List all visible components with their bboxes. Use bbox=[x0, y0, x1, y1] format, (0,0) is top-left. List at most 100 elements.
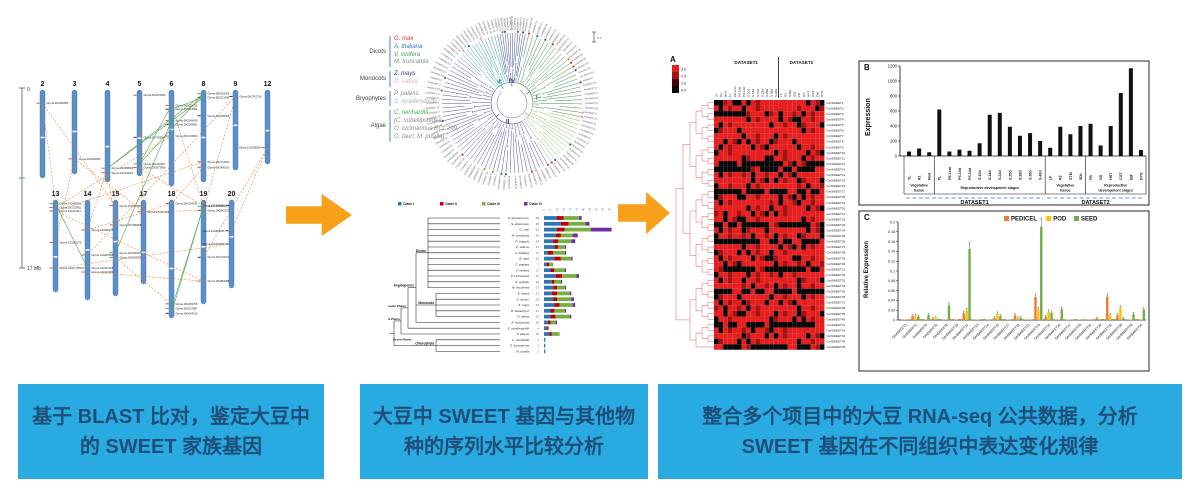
svg-text:GmSWEET19: GmSWEET19 bbox=[826, 201, 845, 205]
svg-text:POD: POD bbox=[1053, 217, 1067, 223]
svg-text:G. max: G. max bbox=[519, 228, 529, 232]
svg-text:Glyma.14G296139: Glyma.14G296139 bbox=[92, 228, 114, 232]
svg-text:GmSWEET11: GmSWEET11 bbox=[826, 156, 845, 160]
svg-text:SmSWEET21: SmSWEET21 bbox=[498, 174, 502, 189]
svg-text:Glyma.08G774150: Glyma.08G774150 bbox=[208, 160, 230, 164]
svg-text:0: 0 bbox=[542, 208, 546, 212]
svg-text:S. tuberosum: S. tuberosum bbox=[511, 222, 529, 226]
row-dendrogram bbox=[675, 102, 714, 348]
svg-text:P. trichocarpa: P. trichocarpa bbox=[511, 274, 529, 278]
svg-text:SmSWEET24: SmSWEET24 bbox=[559, 158, 570, 171]
svg-text:R1: R1 bbox=[918, 175, 922, 180]
svg-text:FB: FB bbox=[1089, 175, 1093, 180]
svg-text:HRT: HRT bbox=[806, 91, 810, 97]
svg-text:GmSWEET16: GmSWEET16 bbox=[536, 171, 543, 186]
svg-text:Nod: Nod bbox=[724, 91, 728, 97]
chromosome-map-panel: 0 17 Mb 2 3 4 5 6 8 9 12 13 14 15 17 18 19 20 Glyma.02G50… bbox=[19, 81, 271, 319]
svg-text:Monocots: Monocots bbox=[418, 301, 434, 305]
svg-text:6: 6 bbox=[170, 81, 174, 88]
svg-text:PS.14d: PS.14d bbox=[742, 87, 746, 97]
svg-text:0.1: 0.1 bbox=[597, 36, 602, 40]
svg-text:40: 40 bbox=[594, 206, 599, 211]
chromosome-19 bbox=[200, 199, 207, 305]
svg-text:AtSWEET8: AtSWEET8 bbox=[544, 167, 552, 179]
svg-text:GmSWEET2: GmSWEET2 bbox=[826, 106, 843, 110]
svg-text:S.21d: S.21d bbox=[756, 89, 760, 97]
svg-text:S.28d: S.28d bbox=[1018, 170, 1022, 180]
svg-text:0.18: 0.18 bbox=[888, 230, 895, 234]
svg-text:Glyma.08G121698: Glyma.08G121698 bbox=[208, 95, 230, 99]
svg-text:Relative Expression: Relative Expression bbox=[864, 241, 870, 298]
svg-text:SmSWEET5: SmSWEET5 bbox=[540, 170, 547, 183]
svg-text:0.12: 0.12 bbox=[888, 260, 895, 264]
svg-text:PpSWEET10: PpSWEET10 bbox=[565, 151, 577, 162]
svg-text:DYS: DYS bbox=[820, 91, 824, 97]
svg-text:0.16: 0.16 bbox=[888, 240, 895, 244]
svg-text:Vascular Plants: Vascular Plants bbox=[388, 304, 406, 308]
svg-text:GmSWEET23: GmSWEET23 bbox=[826, 223, 845, 227]
svg-text:Clade IV: Clade IV bbox=[529, 202, 543, 206]
heatmap-grid bbox=[714, 100, 825, 350]
svg-text:PS.10d: PS.10d bbox=[958, 168, 962, 180]
svg-text:1200: 1200 bbox=[888, 64, 898, 69]
svg-text:GmSWEET40: GmSWEET40 bbox=[826, 317, 845, 321]
svg-text:Glyma.06G313564: Glyma.06G313564 bbox=[176, 107, 198, 111]
svg-text:24: 24 bbox=[536, 303, 540, 307]
svg-text:MtSWEET22: MtSWEET22 bbox=[433, 132, 447, 141]
svg-text:5: 5 bbox=[548, 208, 552, 212]
svg-text:Glyma.04G588496: Glyma.04G588496 bbox=[112, 166, 134, 170]
svg-text:PpSWEET16: PpSWEET16 bbox=[582, 121, 596, 127]
svg-text:M. truncatula: M. truncatula bbox=[512, 234, 530, 238]
svg-text:Green Plants: Green Plants bbox=[393, 337, 412, 341]
svg-text:GmSWEET36: GmSWEET36 bbox=[826, 295, 845, 299]
svg-text:Glyma.15G506397: Glyma.15G506397 bbox=[120, 251, 142, 255]
svg-text:R2: R2 bbox=[1059, 175, 1063, 180]
svg-text:tissue: tissue bbox=[914, 189, 924, 193]
svg-text:VvSWEET30: VvSWEET30 bbox=[431, 129, 445, 136]
svg-text:Z. mays: Z. mays bbox=[517, 303, 529, 307]
svg-text:PpSWEET27: PpSWEET27 bbox=[584, 87, 598, 91]
svg-text:Glyma.13G577383: Glyma.13G577383 bbox=[60, 266, 82, 270]
svg-text:PpSWEET30: PpSWEET30 bbox=[470, 27, 479, 40]
svg-text:0: 0 bbox=[27, 87, 30, 93]
svg-text:S.35d: S.35d bbox=[1028, 170, 1032, 180]
svg-text:Angiosperms: Angiosperms bbox=[394, 284, 415, 288]
svg-text:tissue: tissue bbox=[1060, 189, 1070, 193]
svg-text:OsSWEET26: OsSWEET26 bbox=[425, 107, 439, 110]
svg-text:Glyma.12G355569: Glyma.12G355569 bbox=[239, 146, 261, 150]
svg-text:Glyma.18G644615: Glyma.18G644615 bbox=[176, 311, 198, 315]
svg-text:GmSWEET34: GmSWEET34 bbox=[826, 284, 845, 288]
svg-text:Glyma.03G649289: Glyma.03G649289 bbox=[79, 157, 101, 161]
svg-text:CrSWEET19: CrSWEET19 bbox=[509, 17, 512, 31]
svg-text:OsSWEET10: OsSWEET10 bbox=[527, 174, 532, 188]
svg-text:PpSWEET20: PpSWEET20 bbox=[576, 62, 590, 70]
svg-text:ZmSWEET6: ZmSWEET6 bbox=[509, 175, 511, 189]
svg-text:Glyma.08G490191: Glyma.08G490191 bbox=[208, 165, 230, 169]
svg-text:PS.10d: PS.10d bbox=[737, 87, 741, 97]
svg-text:Dicots: Dicots bbox=[416, 249, 426, 253]
svg-text:GmSWEET25: GmSWEET25 bbox=[826, 234, 845, 238]
svg-text:Glyma.02G500583: Glyma.02G500583 bbox=[47, 101, 69, 105]
svg-text:PpSWEET25: PpSWEET25 bbox=[585, 107, 599, 110]
svg-text:IV: IV bbox=[509, 78, 516, 85]
svg-text:Glyma.13G129951: Glyma.13G129951 bbox=[60, 205, 82, 209]
svg-text:SmSWEET20: SmSWEET20 bbox=[562, 155, 574, 167]
step2-caption: 大豆中 SWEET 基因与其他物种的序列水平比较分析 bbox=[360, 384, 648, 479]
svg-text:VvSWEET16: VvSWEET16 bbox=[452, 155, 463, 167]
svg-text:A: A bbox=[670, 55, 676, 64]
svg-text:VvSWEET22: VvSWEET22 bbox=[473, 25, 481, 39]
svg-text:STM: STM bbox=[788, 90, 792, 97]
svg-text:Glyma.05G573859: Glyma.05G573859 bbox=[144, 165, 166, 169]
svg-text:SDL: SDL bbox=[793, 91, 797, 97]
svg-text:VvSWEET22: VvSWEET22 bbox=[572, 53, 585, 63]
svg-text:FL: FL bbox=[938, 175, 942, 180]
svg-text:GmSWEET13: GmSWEET13 bbox=[826, 167, 845, 171]
svg-text:50: 50 bbox=[607, 206, 612, 211]
svg-text:GmSWEET41: GmSWEET41 bbox=[826, 323, 845, 327]
svg-text:AtSWEET21: AtSWEET21 bbox=[426, 102, 440, 105]
species-tree-gene-count-panel: Clade I Clade II Clade III Clade IV Dicots Mo… bbox=[388, 202, 612, 354]
chromosome-8 bbox=[200, 89, 207, 183]
svg-text:0.0: 0.0 bbox=[681, 89, 686, 93]
svg-text:MtSWEET28: MtSWEET28 bbox=[468, 165, 478, 179]
svg-text:SEED: SEED bbox=[1081, 217, 1098, 223]
